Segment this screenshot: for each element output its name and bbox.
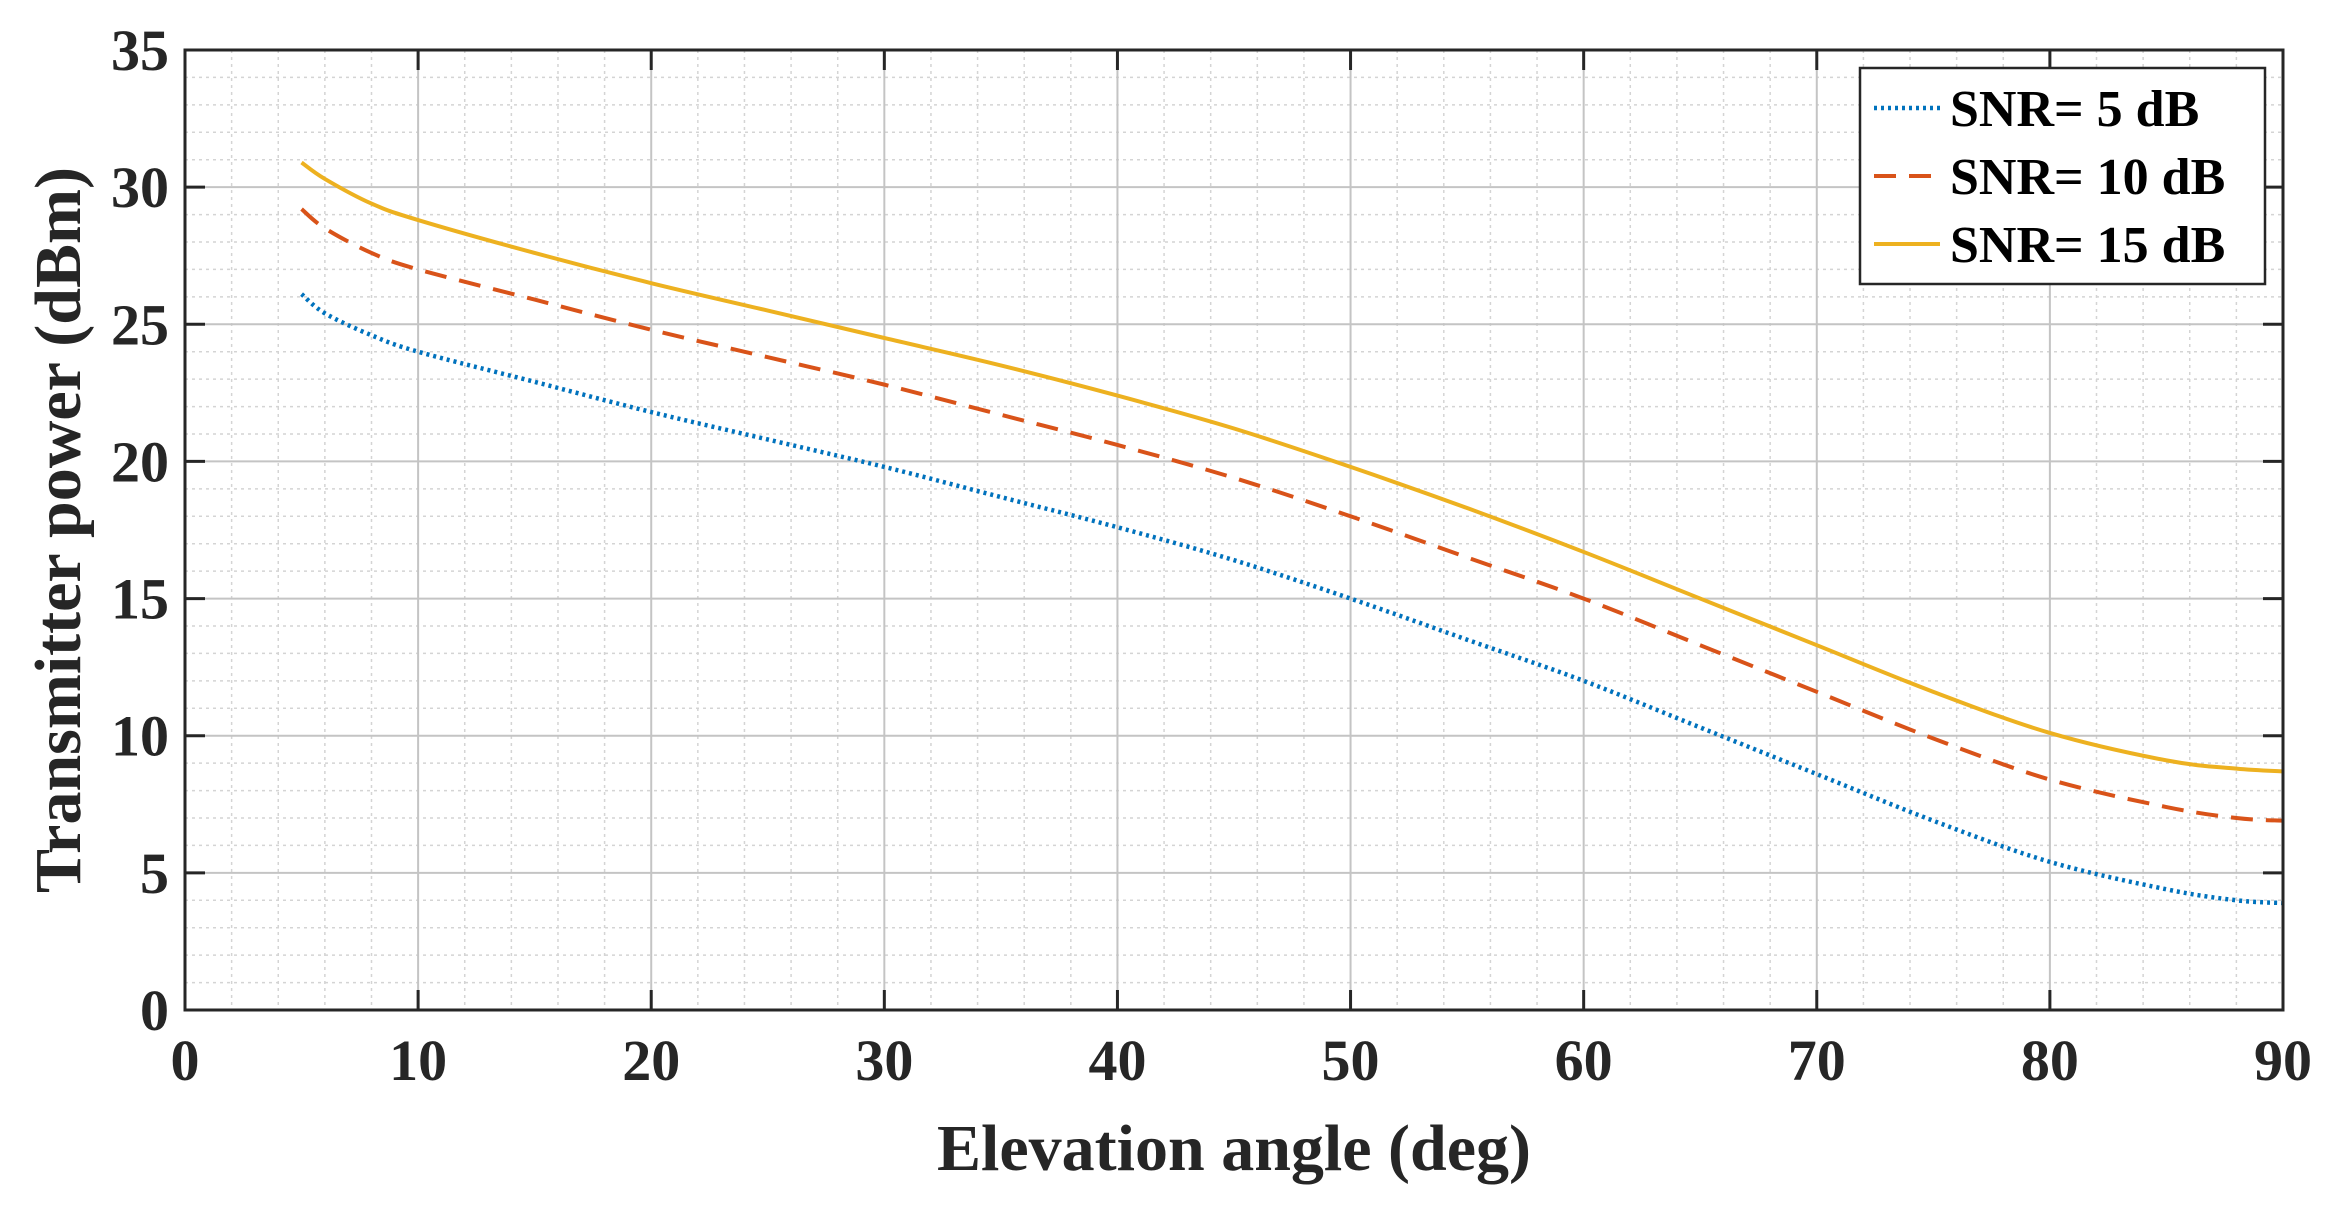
- legend: SNR= 5 dB SNR= 10 dB SNR= 15 dB: [1858, 66, 2267, 286]
- plot-frame: [183, 48, 2285, 1012]
- legend-label-2: SNR= 10 dB: [1950, 149, 2225, 206]
- x-tick-label: 80: [2021, 1028, 2079, 1093]
- x-tick-label: 90: [2254, 1028, 2312, 1093]
- x-tick-label: 50: [1322, 1028, 1380, 1093]
- series-line-3: [300, 160, 2284, 774]
- x-tick-label: 30: [855, 1028, 913, 1093]
- x-tick-label: 0: [171, 1028, 200, 1093]
- y-tick-label: 15: [111, 567, 169, 632]
- x-tick-labels: 0 10 20 30 40 50 60 70 80 90: [171, 1028, 2313, 1093]
- y-tick-label: 30: [111, 155, 169, 220]
- y-tick-labels: 0 5 10 15 20 25 30 35: [111, 18, 169, 1043]
- x-axis-title: Elevation angle (deg): [937, 1112, 1531, 1185]
- y-tick-label: 10: [111, 704, 169, 769]
- legend-label-1: SNR= 5 dB: [1950, 81, 2199, 138]
- x-tick-label: 10: [389, 1028, 447, 1093]
- legend-label-3: SNR= 15 dB: [1950, 217, 2225, 274]
- y-tick-label: 0: [140, 978, 169, 1043]
- axis-ticks: [183, 48, 2285, 1012]
- y-tick-label: 25: [111, 292, 169, 357]
- x-tick-label: 70: [1788, 1028, 1846, 1093]
- y-axis-title: Transmitter power (dBm): [22, 167, 95, 893]
- x-tick-label: 20: [622, 1028, 680, 1093]
- x-tick-label: 60: [1555, 1028, 1613, 1093]
- series-layer: [300, 160, 2284, 906]
- minor-grid: [185, 50, 2283, 1010]
- x-tick-label: 40: [1088, 1028, 1146, 1093]
- y-tick-label: 5: [140, 841, 169, 906]
- y-tick-label: 20: [111, 429, 169, 494]
- series-line-2: [300, 207, 2284, 823]
- y-tick-label: 35: [111, 18, 169, 83]
